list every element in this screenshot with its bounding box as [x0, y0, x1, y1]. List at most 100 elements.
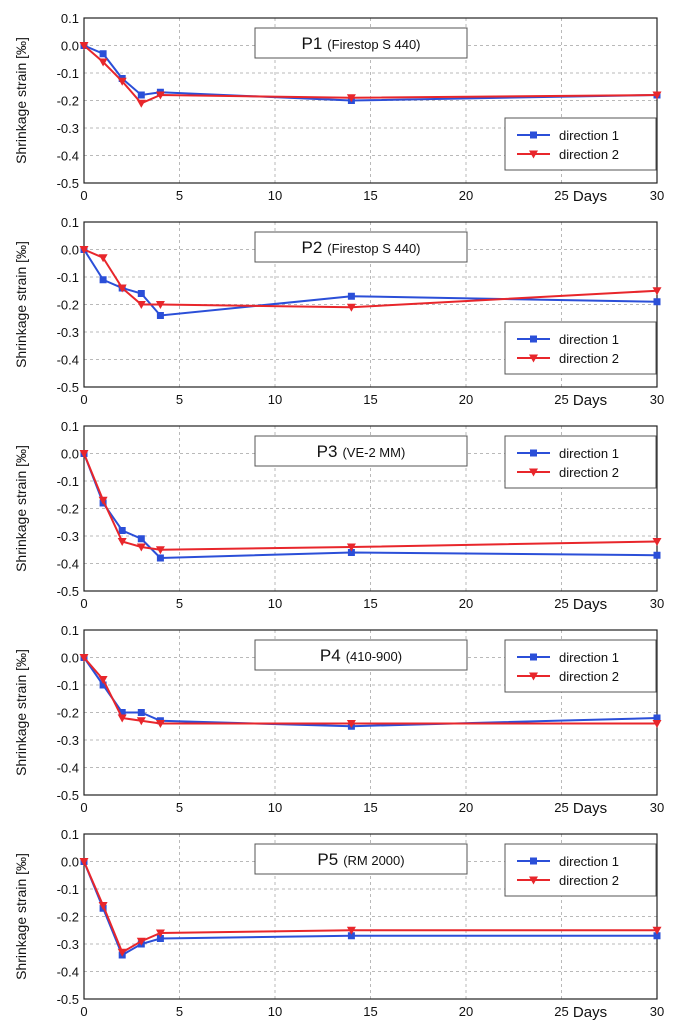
x-axis-label: Days	[573, 1004, 607, 1021]
data-point-direction-1	[653, 551, 661, 559]
data-point-direction-2	[79, 654, 89, 662]
legend-label: direction 1	[559, 332, 619, 347]
data-point-direction-2	[136, 543, 146, 552]
x-tick-label: 10	[268, 1004, 282, 1019]
panel-title: P1 (Firestop S 440)	[302, 34, 421, 53]
chart-panel-2: 0.1 0.0 -0.1 -0.2 -0.3 -0.4 -0.50 5 10 15 20 25 30 Da…	[13, 215, 664, 409]
y-tick-label: -0.4	[57, 965, 79, 980]
y-tick-label: -0.3	[57, 733, 79, 748]
x-tick-label: 5	[176, 1004, 183, 1019]
x-axis-label: Days	[573, 392, 607, 409]
y-tick-label: -0.2	[57, 94, 79, 109]
y-tick-label: -0.3	[57, 529, 79, 544]
y-tick-label: -0.3	[57, 937, 79, 952]
y-tick-label: 0.1	[61, 623, 79, 638]
data-point-direction-2	[117, 77, 127, 86]
x-tick-label: 5	[176, 800, 183, 815]
data-point-direction-1	[156, 312, 164, 319]
legend-box	[504, 117, 657, 171]
x-tick-label: 20	[459, 392, 473, 407]
data-point-direction-1	[99, 276, 107, 284]
chart-panel-1: 0.1 0.0 -0.1 -0.2 -0.3 -0.4 -0.50 5 10 15 20 25 30 Da…	[13, 11, 664, 205]
legend-swatch-marker	[530, 335, 537, 343]
title-box-frame	[254, 231, 468, 263]
panel-title-box: P2 (Firestop S 440)	[254, 231, 468, 263]
data-point-direction-1	[653, 714, 661, 722]
panel-title-sub: (Firestop S 440)	[327, 241, 420, 256]
data-point-direction-1	[137, 290, 145, 297]
x-tick-label: 20	[459, 800, 473, 815]
x-tick-label: 0	[80, 1004, 87, 1019]
x-tick-label: 25	[554, 800, 568, 815]
x-tick-label: 15	[363, 188, 377, 203]
legend-box	[504, 435, 657, 489]
y-tick-label: -0.4	[57, 149, 79, 164]
y-tick-label: -0.1	[57, 270, 79, 285]
panel-title-box: P1 (Firestop S 440)	[254, 27, 468, 59]
y-tick-label: -0.5	[57, 584, 79, 599]
legend-swatch-marker	[529, 150, 538, 159]
x-tick-label: 10	[268, 596, 282, 611]
legend-swatch-marker	[529, 876, 538, 885]
legend-swatch-marker	[529, 672, 538, 681]
y-tick-label: -0.4	[57, 557, 79, 572]
legend-swatch-marker	[530, 131, 537, 139]
y-tick-label: -0.2	[57, 298, 79, 313]
data-point-direction-2	[117, 948, 127, 957]
x-tick-label: 10	[268, 392, 282, 407]
legend-label: direction 2	[559, 465, 619, 480]
y-tick-label: -0.5	[57, 380, 79, 395]
data-point-direction-1	[347, 549, 355, 556]
y-tick-label: 0.1	[61, 419, 79, 434]
data-point-direction-1	[156, 935, 164, 942]
chart-panel-5: 0.1 0.0 -0.1 -0.2 -0.3 -0.4 -0.50 5 10 15 20 25 30 Da…	[13, 827, 664, 1021]
y-tick-label: -0.1	[57, 66, 79, 81]
data-point-direction-2	[98, 902, 108, 910]
y-tick-label: -0.2	[57, 910, 79, 925]
y-tick-label: -0.5	[57, 992, 79, 1007]
panel-title-main: P1	[302, 34, 323, 53]
data-point-direction-2	[98, 58, 108, 67]
panel-title-main: P5	[317, 850, 338, 869]
chart-panel-3: 0.1 0.0 -0.1 -0.2 -0.3 -0.4 -0.50 5 10 15 20 25 30 Da…	[13, 419, 664, 613]
x-tick-label: 25	[554, 188, 568, 203]
data-point-direction-2	[155, 91, 165, 100]
panel-title: P2 (Firestop S 440)	[302, 238, 421, 257]
panel-title-sub: (410-900)	[346, 649, 402, 664]
data-point-direction-2	[117, 538, 127, 546]
chart-panel-4: 0.1 0.0 -0.1 -0.2 -0.3 -0.4 -0.50 5 10 15 20 25 30 Da…	[13, 623, 664, 817]
data-point-direction-2	[136, 99, 146, 108]
y-tick-label: 0.1	[61, 11, 79, 26]
x-tick-label: 5	[176, 392, 183, 407]
y-tick-label: -0.1	[57, 474, 79, 489]
legend-label: direction 2	[559, 351, 619, 366]
x-tick-label: 5	[176, 596, 183, 611]
title-box-frame	[254, 435, 468, 467]
title-box-frame	[254, 639, 468, 671]
x-axis-label: Days	[573, 596, 607, 613]
y-tick-label: -0.3	[57, 325, 79, 340]
x-axis-label: Days	[573, 188, 607, 205]
y-axis-label: Shrinkage strain [‰]	[13, 649, 29, 776]
legend-label: direction 2	[559, 147, 619, 162]
data-point-direction-2	[652, 91, 662, 100]
panel-title-sub: (RM 2000)	[343, 853, 404, 868]
data-point-direction-2	[79, 246, 89, 254]
panel-title-sub: (VE-2 MM)	[342, 445, 405, 460]
plot-frame	[83, 629, 658, 796]
x-tick-label: 20	[459, 1004, 473, 1019]
panel-title-sub: (Firestop S 440)	[327, 37, 420, 52]
panel-title-box: P3 (VE-2 MM)	[254, 435, 468, 467]
y-tick-label: 0.1	[61, 827, 79, 842]
data-point-direction-2	[652, 538, 662, 546]
legend-box	[504, 321, 657, 375]
x-tick-label: 30	[650, 188, 664, 203]
y-tick-label: -0.5	[57, 176, 79, 191]
panel-title-main: P3	[317, 442, 338, 461]
legend-swatch-marker	[530, 857, 537, 865]
legend-label: direction 2	[559, 873, 619, 888]
panel-title: P5 (RM 2000)	[317, 850, 404, 869]
y-tick-label: 0.0	[61, 855, 79, 870]
data-point-direction-1	[137, 535, 145, 543]
data-point-direction-2	[79, 42, 89, 50]
